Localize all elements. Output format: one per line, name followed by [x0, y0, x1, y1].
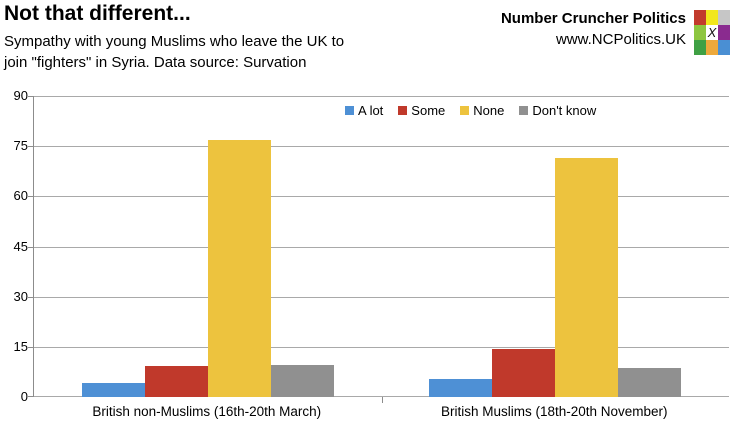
y-axis-tick-15	[28, 347, 33, 348]
gridline-75	[34, 146, 729, 147]
bar-some-1	[144, 365, 208, 397]
y-axis-tick-45	[28, 247, 33, 248]
logo-cell-2	[706, 10, 718, 25]
brand-name: Number Cruncher Politics	[500, 10, 686, 27]
chart-subtitle-line1: Sympathy with young Muslims who leave th…	[4, 33, 345, 50]
bar-cluster-1	[34, 96, 382, 397]
logo-cell-5: X	[706, 25, 718, 40]
legend-swatch-don-t-know	[519, 106, 529, 115]
bar-cluster-2	[382, 96, 730, 397]
page-title: Not that different...	[4, 2, 191, 25]
brand-url: www.NCPolitics.UK	[555, 31, 686, 48]
x-axis-center-tick	[381, 397, 383, 403]
y-axis-label-60: 60	[13, 188, 28, 203]
bar-don-t-know-2	[618, 367, 682, 397]
legend-swatch-some	[398, 106, 408, 115]
ncp-logo: X	[694, 10, 730, 55]
x-axis-labels: British non-Muslims (16th-20th March) Bri…	[33, 404, 728, 419]
bar-clusters	[34, 96, 729, 397]
category-label-2: British Muslims (18th-20th November)	[440, 404, 668, 419]
y-axis-label-30: 30	[13, 289, 28, 304]
legend-swatch-a-lot	[345, 106, 354, 115]
legend-label-a-lot: A lot	[358, 103, 384, 118]
gridline-45	[34, 247, 729, 248]
bar-a-lot-1	[81, 382, 145, 397]
plot-area	[28, 96, 729, 403]
logo-cell-7	[694, 40, 706, 55]
legend-item-some: Some	[398, 103, 445, 118]
logo-cell-8	[706, 40, 718, 55]
bar-none-1	[207, 140, 271, 397]
logo-cell-1	[694, 10, 706, 25]
y-axis-label-0: 0	[20, 389, 28, 404]
y-axis-label-90: 90	[13, 88, 28, 103]
logo-cell-6	[718, 25, 730, 40]
y-axis-label-45: 45	[13, 239, 28, 254]
y-axis-label-15: 15	[13, 339, 28, 354]
y-axis-tick-0	[28, 396, 33, 397]
y-axis-tick-60	[28, 196, 33, 197]
gridline-90	[34, 96, 729, 97]
legend-item-a-lot: A lot	[345, 103, 383, 118]
y-axis-tick-75	[28, 146, 33, 147]
logo-cell-3	[718, 10, 730, 25]
logo-cell-9	[718, 40, 730, 55]
bar-a-lot-2	[429, 379, 493, 397]
gridline-60	[34, 196, 729, 197]
legend-label-some: Some	[411, 103, 446, 118]
legend-swatch-none	[460, 106, 470, 115]
logo-cell-4	[694, 25, 706, 40]
chart-legend: A lot Some None Don't know	[345, 103, 596, 118]
legend-label-don-t-know: Don't know	[532, 103, 597, 118]
bar-some-2	[492, 348, 556, 397]
legend-item-don-t-know: Don't know	[519, 103, 596, 118]
gridline-0	[34, 396, 729, 397]
category-label-1: British non-Muslims (16th-20th March)	[92, 404, 322, 419]
logo-x-glyph: X	[707, 25, 717, 40]
y-axis-tick-90	[28, 96, 33, 97]
gridline-30	[34, 297, 729, 298]
bar-none-2	[555, 158, 619, 397]
legend-item-none: None	[460, 103, 504, 118]
legend-label-none: None	[473, 103, 505, 118]
gridline-15	[34, 347, 729, 348]
y-axis-tick-30	[28, 297, 33, 298]
bar-don-t-know-1	[270, 364, 334, 397]
chart-subtitle-line2: join "fighters" in Syria. Data source: S…	[4, 54, 307, 71]
y-axis-label-75: 75	[13, 138, 28, 153]
y-axis: 0 15 30 45 60 75 90	[0, 0, 28, 430]
